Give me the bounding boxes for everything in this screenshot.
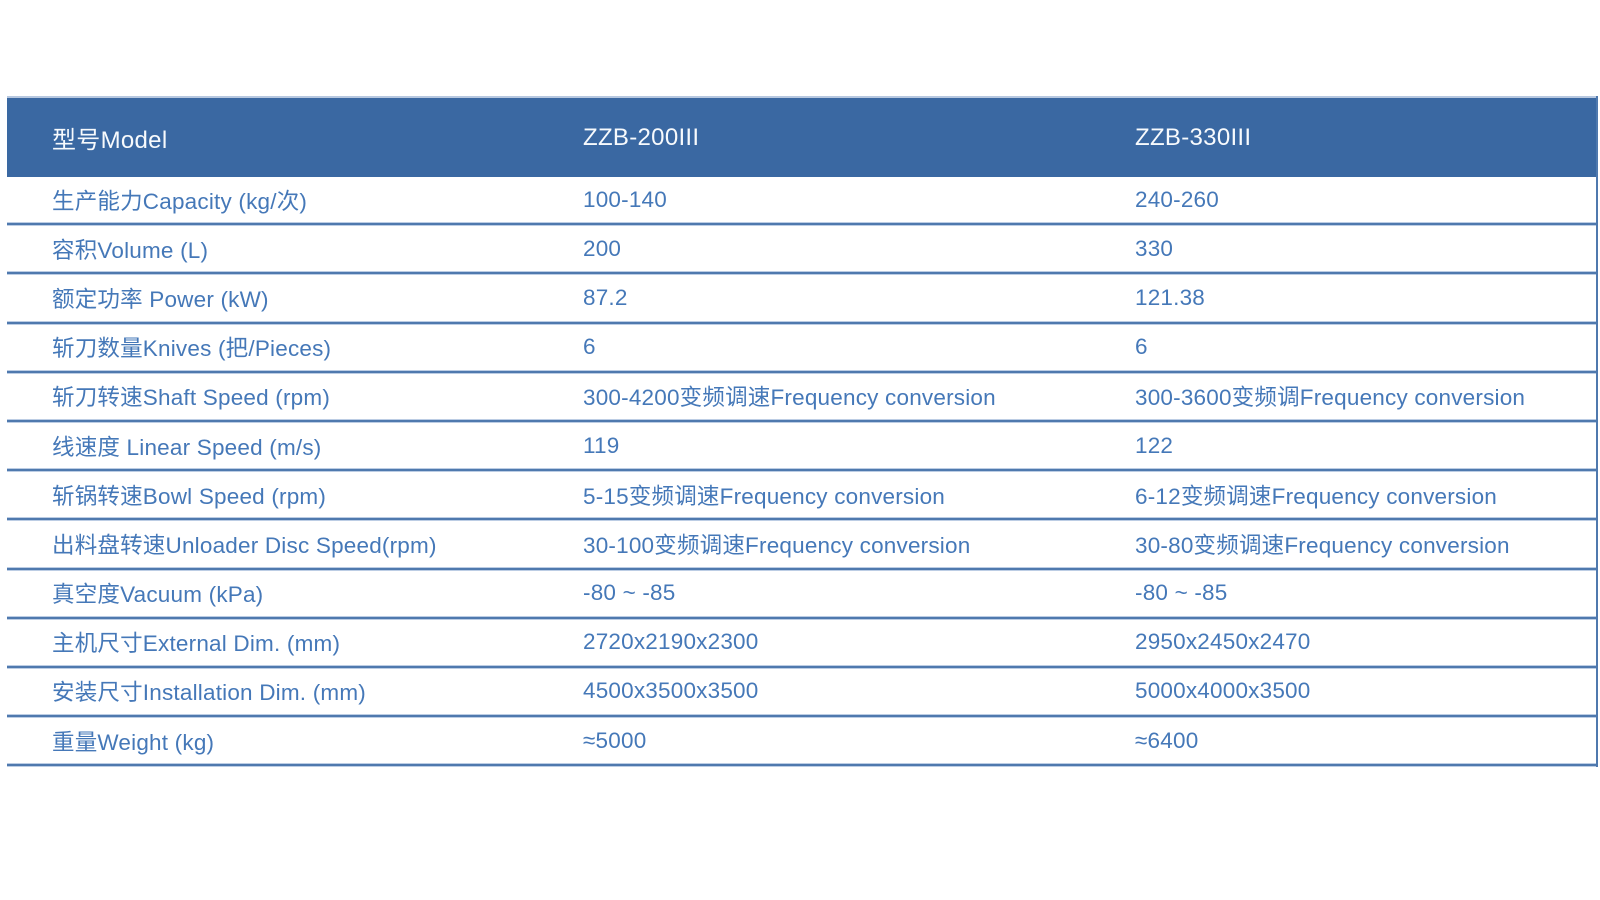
row-separator [7, 468, 1596, 473]
row-separator [7, 418, 1596, 423]
header-model-zzb330: ZZB-330III [1135, 123, 1252, 151]
row-value-zzb200: 87.2 [583, 284, 628, 310]
row-value-zzb330: 122 [1135, 432, 1174, 458]
row-value-zzb200: 2720x2190x2300 [583, 629, 759, 655]
row-value-zzb200: ≈5000 [583, 727, 647, 753]
row-value-zzb200: 200 [583, 235, 622, 261]
row-separator [7, 566, 1596, 571]
table-row: 容积Volume (L) 200 330 [7, 226, 1596, 272]
table-row: 重量Weight (kg) ≈5000 ≈6400 [7, 718, 1596, 764]
table-row: 生产能力Capacity (kg/次) 100-140 240-260 [7, 177, 1596, 223]
row-value-zzb330: 121.38 [1135, 284, 1206, 310]
row-separator [7, 222, 1596, 227]
header-model-zzb200: ZZB-200III [583, 123, 700, 151]
row-value-zzb330: 240-260 [1135, 186, 1219, 212]
row-separator [7, 664, 1596, 669]
row-value-zzb330: 6-12变频调速Frequency conversion [1135, 483, 1497, 509]
table-row: 额定功率 Power (kW) 87.2 121.38 [7, 275, 1596, 321]
row-label: 斩刀转速Shaft Speed (rpm) [52, 385, 331, 411]
row-label: 出料盘转速Unloader Disc Speed(rpm) [52, 532, 437, 558]
row-label: 容积Volume (L) [52, 237, 209, 263]
row-label: 额定功率 Power (kW) [52, 286, 269, 312]
table-row: 真空度Vacuum (kPa) -80 ~ -85 -80 ~ -85 [7, 570, 1596, 616]
row-value-zzb200: -80 ~ -85 [583, 580, 676, 606]
row-value-zzb200: 300-4200变频调速Frequency conversion [583, 385, 996, 411]
row-value-zzb200: 119 [583, 432, 620, 458]
table-header-row: 型号Model ZZB-200III ZZB-330III [7, 96, 1596, 177]
row-separator [7, 369, 1596, 374]
row-value-zzb330: 330 [1135, 235, 1174, 261]
row-value-zzb330: 30-80变频调速Frequency conversion [1135, 532, 1510, 558]
row-value-zzb330: 5000x4000x3500 [1135, 678, 1311, 704]
table-row: 斩刀数量Knives (把/Pieces) 6 6 [7, 324, 1596, 370]
row-separator [7, 517, 1596, 522]
row-separator [7, 271, 1596, 276]
row-value-zzb330: 2950x2450x2470 [1135, 629, 1311, 655]
row-label: 线速度 Linear Speed (m/s) [52, 434, 322, 460]
row-label: 斩锅转速Bowl Speed (rpm) [52, 483, 327, 509]
row-label: 重量Weight (kg) [52, 729, 215, 755]
row-separator [7, 615, 1596, 620]
row-label: 主机尺寸External Dim. (mm) [52, 631, 341, 657]
row-label: 生产能力Capacity (kg/次) [52, 188, 308, 214]
row-value-zzb200: 30-100变频调速Frequency conversion [583, 532, 971, 558]
row-separator [7, 714, 1596, 719]
row-value-zzb330: 6 [1135, 334, 1148, 360]
table-row: 主机尺寸External Dim. (mm) 2720x2190x2300 29… [7, 619, 1596, 665]
row-value-zzb200: 6 [583, 334, 596, 360]
header-model-label: 型号Model [52, 127, 168, 154]
table-row: 出料盘转速Unloader Disc Speed(rpm) 30-100变频调速… [7, 521, 1596, 567]
row-value-zzb200: 4500x3500x3500 [583, 678, 759, 704]
row-value-zzb200: 100-140 [583, 186, 667, 212]
row-value-zzb330: ≈6400 [1135, 727, 1199, 753]
table-row: 安装尺寸Installation Dim. (mm) 4500x3500x350… [7, 668, 1596, 715]
row-label: 斩刀数量Knives (把/Pieces) [52, 336, 332, 362]
table-row: 线速度 Linear Speed (m/s) 119 122 [7, 422, 1596, 469]
spec-table: 型号Model ZZB-200III ZZB-330III 生产能力Capaci… [7, 96, 1598, 768]
table-row: 斩锅转速Bowl Speed (rpm) 5-15变频调速Frequency c… [7, 472, 1596, 518]
row-label: 真空度Vacuum (kPa) [52, 582, 264, 608]
row-value-zzb200: 5-15变频调速Frequency conversion [583, 483, 945, 509]
row-value-zzb330: 300-3600变频调Frequency conversion [1135, 385, 1526, 411]
table-row: 斩刀转速Shaft Speed (rpm) 300-4200变频调速Freque… [7, 373, 1596, 419]
row-value-zzb330: -80 ~ -85 [1135, 580, 1228, 606]
row-separator [7, 320, 1596, 325]
row-separator [7, 763, 1596, 768]
row-label: 安装尺寸Installation Dim. (mm) [52, 680, 366, 706]
